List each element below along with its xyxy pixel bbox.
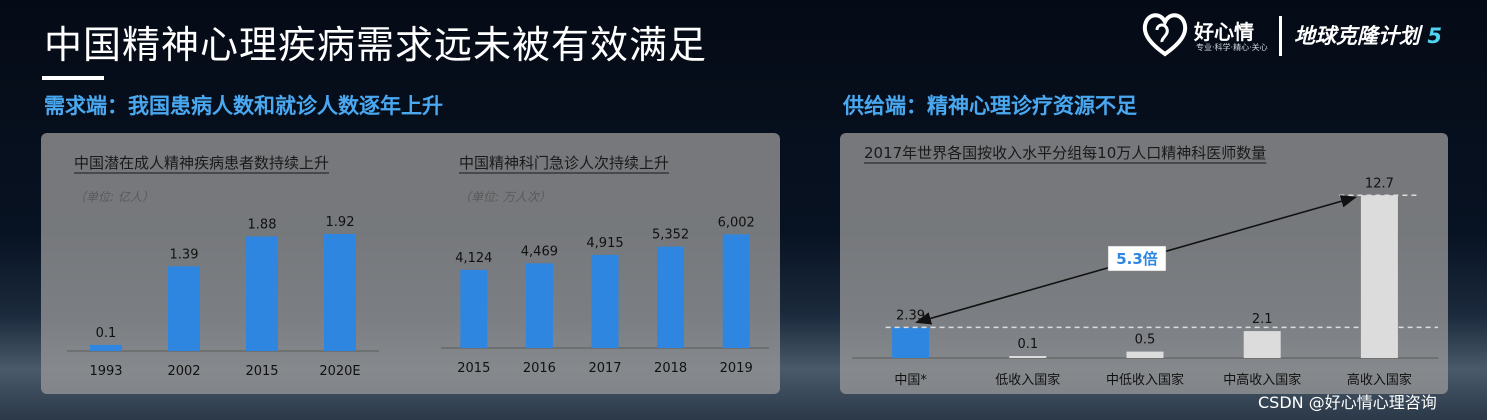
chart-unit-label: （单位: 万人次）: [459, 190, 551, 204]
patient-count-chart: 中国潜在成人精神疾病患者数持续上升 （单位: 亿人） 0.1 1993 1.39 2002…: [67, 154, 379, 379]
category-label: 2018: [654, 361, 687, 376]
bar-中低收入国家: [1126, 351, 1164, 358]
data-label: 4,124: [455, 251, 492, 266]
title-underline: [42, 76, 104, 80]
category-label: 2020E: [319, 364, 360, 379]
watermark: CSDN @好心情心理咨询: [1258, 393, 1437, 412]
data-label: 0.1: [1017, 337, 1038, 352]
data-label: 1.92: [326, 215, 355, 230]
category-label: 2016: [523, 361, 556, 376]
project-logo: 地球克隆计划 5: [1294, 20, 1442, 50]
chart-unit-label: （单位: 亿人）: [74, 190, 154, 204]
chart-title: 中国精神科门急诊人次持续上升: [459, 154, 669, 172]
category-label: 中高收入国家: [1223, 372, 1301, 388]
brand-logo: 好心情 专业·科学·精心·关心 地球克隆计划 5: [1140, 10, 1480, 60]
category-label: 2015: [245, 364, 278, 379]
bar-2019: [722, 234, 750, 348]
data-label: 0.5: [1135, 333, 1156, 348]
chart-title: 中国潜在成人精神疾病患者数持续上升: [74, 154, 329, 172]
project-name: 地球克隆计划: [1294, 24, 1420, 48]
project-number: 5: [1427, 24, 1442, 48]
outpatient-visits-chart: 中国精神科门急诊人次持续上升 （单位: 万人次） 4,124 2015 4,469 201…: [441, 154, 769, 376]
category-label: 低收入国家: [995, 372, 1060, 388]
category-label: 1993: [89, 364, 122, 379]
data-label: 4,469: [521, 244, 558, 259]
category-label: 高收入国家: [1347, 372, 1412, 388]
category-label: 2019: [720, 361, 753, 376]
ratio-annotation: 5.3倍: [1116, 250, 1158, 268]
data-label: 2.1: [1252, 312, 1273, 327]
category-label: 中国*: [894, 373, 927, 388]
logo-divider: [1279, 16, 1282, 56]
logo-name: 好心情: [1194, 20, 1254, 44]
category-label: 中低收入国家: [1106, 372, 1184, 388]
bar-1993: [90, 344, 122, 351]
heart-logo-icon: [1142, 13, 1188, 57]
ratio-annotation-box: [1107, 245, 1167, 272]
bar-2002: [168, 266, 200, 351]
data-label: 1.88: [248, 217, 277, 232]
bar-高收入国家: [1360, 195, 1398, 358]
bar-2018: [657, 246, 685, 348]
logo-slogan: 专业·科学·精心·关心: [1196, 43, 1268, 52]
data-label: 6,002: [718, 215, 755, 230]
bar-2020E: [324, 233, 356, 351]
supply-heading: 供给端：精神心理诊疗资源不足: [843, 93, 1137, 118]
chart-title: 2017年世界各国按收入水平分组每10万人口精神科医师数量: [864, 144, 1266, 162]
data-label: 1.39: [170, 247, 199, 262]
bar-低收入国家: [1009, 356, 1047, 358]
bar-2016: [525, 263, 553, 348]
data-label: 12.7: [1365, 176, 1394, 191]
demand-heading: 需求端：我国患病人数和就诊人数逐年上升: [44, 93, 443, 118]
bar-2017: [591, 254, 619, 348]
supply-panel: 2017年世界各国按收入水平分组每10万人口精神科医师数量 2.39 中国* 0.1 低…: [840, 133, 1448, 394]
demand-panel: 中国潜在成人精神疾病患者数持续上升 （单位: 亿人） 0.1 1993 1.39 2002…: [41, 133, 780, 394]
data-label: 5,352: [652, 228, 689, 243]
data-label: 0.1: [96, 326, 117, 341]
data-label: 4,915: [586, 236, 623, 251]
bar-2015: [246, 236, 278, 351]
category-label: 2002: [167, 364, 200, 379]
category-label: 2015: [457, 361, 490, 376]
bar-中国*: [892, 327, 930, 358]
bar-中高收入国家: [1243, 331, 1281, 358]
bar-2015: [460, 269, 488, 348]
psychiatrist-density-chart: 2017年世界各国按收入水平分组每10万人口精神科医师数量2.39中国*0.1低…: [852, 144, 1438, 388]
category-label: 2017: [588, 361, 621, 376]
page-title: 中国精神心理疾病需求远未被有效满足: [44, 23, 708, 67]
